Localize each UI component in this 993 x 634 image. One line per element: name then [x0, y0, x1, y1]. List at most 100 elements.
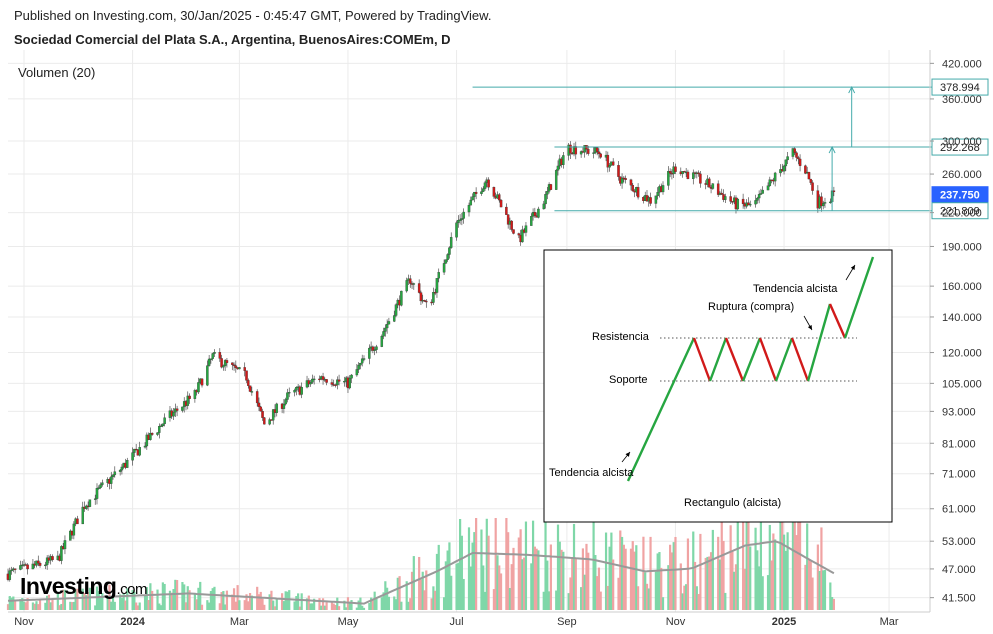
- x-tick-label: Nov: [14, 616, 34, 628]
- candle-body: [172, 411, 175, 417]
- candle-body: [412, 283, 416, 285]
- candle-body: [261, 411, 264, 418]
- volume-bar: [412, 556, 415, 610]
- y-tick-label: 190.000: [942, 241, 982, 253]
- candle-body: [207, 358, 211, 366]
- candle-body: [250, 391, 254, 393]
- volume-bar: [72, 601, 75, 610]
- target-arrow-head: [848, 85, 856, 94]
- volume-bar: [343, 600, 346, 610]
- candle-body: [375, 346, 378, 350]
- candle-body: [592, 152, 595, 154]
- volume-bar: [400, 601, 403, 610]
- volume-bar: [211, 588, 214, 610]
- volume-bar: [459, 518, 462, 610]
- volume-bar: [581, 548, 585, 610]
- inset-label-trend-top: Tendencia alcista: [753, 283, 838, 295]
- volume-bar: [823, 570, 827, 610]
- candle-body: [437, 272, 440, 279]
- volume-bar: [585, 543, 588, 610]
- volume-bar: [645, 583, 649, 610]
- volume-bar: [74, 589, 77, 610]
- volume-bar: [537, 550, 540, 610]
- volume-bar: [396, 577, 399, 610]
- volume-bar: [361, 605, 364, 610]
- candle-body: [63, 540, 67, 550]
- y-tick-label: 220.000: [942, 208, 982, 220]
- volume-bar: [206, 600, 209, 610]
- volume-bar: [261, 598, 264, 610]
- x-tick-label: Mar: [230, 616, 249, 628]
- candle-body: [759, 193, 763, 195]
- candle-body: [31, 563, 35, 570]
- volume-bar: [768, 524, 771, 610]
- candle-body: [138, 447, 141, 456]
- volume-bar: [471, 542, 474, 610]
- price-label: 378.994: [940, 82, 980, 94]
- candle-body: [159, 425, 163, 428]
- volume-bar: [594, 555, 597, 610]
- candle-body: [449, 237, 453, 248]
- candle-body: [223, 360, 227, 366]
- volume-bar: [425, 570, 428, 610]
- candle-body: [832, 190, 836, 193]
- candle-body: [419, 292, 423, 302]
- volume-label: Volumen (20): [18, 65, 96, 80]
- volume-bar: [658, 552, 661, 610]
- volume-bar: [213, 586, 216, 610]
- volume-bar: [22, 601, 26, 610]
- volume-bar: [549, 544, 552, 610]
- candle-body: [359, 362, 362, 366]
- volume-bar: [183, 584, 186, 610]
- volume-bar: [247, 601, 250, 610]
- candle-body: [286, 392, 289, 400]
- candle-body: [163, 417, 166, 425]
- candle-body: [220, 358, 223, 368]
- volume-bar: [622, 544, 625, 610]
- volume-bar: [446, 550, 449, 610]
- volume-bar: [450, 575, 453, 610]
- volume-bar: [259, 591, 262, 610]
- volume-bar: [560, 549, 563, 610]
- candle-body: [209, 358, 213, 360]
- volume-bar: [818, 570, 821, 610]
- candle-body: [325, 379, 328, 383]
- volume-bar: [19, 599, 22, 610]
- volume-bar: [809, 561, 812, 610]
- x-tick-label: 2025: [772, 616, 796, 628]
- volume-bar: [168, 590, 172, 610]
- candle-body: [579, 151, 583, 155]
- volume-bar: [245, 594, 248, 610]
- volume-bar: [320, 605, 323, 610]
- volume-bar: [547, 591, 551, 610]
- volume-bar: [220, 592, 223, 610]
- volume-bar: [94, 605, 97, 610]
- candle-body: [617, 165, 620, 177]
- candle-body: [469, 199, 473, 206]
- candle-body: [481, 188, 485, 192]
- volume-bar: [469, 566, 472, 610]
- volume-bar: [268, 594, 271, 610]
- volume-bar: [606, 585, 609, 610]
- candle-body: [343, 380, 346, 383]
- candle-body: [76, 518, 79, 525]
- candle-body: [597, 151, 601, 154]
- volume-bar: [398, 576, 401, 610]
- volume-bar: [337, 606, 341, 610]
- candle-body: [517, 233, 521, 236]
- price-label-box: [931, 78, 989, 96]
- volume-bar: [200, 604, 204, 610]
- candle-body: [457, 219, 460, 223]
- trend-top-arrow-head: [850, 265, 855, 270]
- volume-bar: [795, 535, 798, 610]
- volume-bar: [448, 542, 451, 610]
- candle-body: [455, 222, 458, 238]
- candle-body: [282, 403, 286, 409]
- candle-body: [400, 290, 403, 306]
- candle-body: [608, 164, 611, 168]
- candle-body: [111, 474, 115, 477]
- volume-bar: [138, 602, 141, 610]
- volume-bar: [708, 556, 711, 610]
- candle-body: [425, 300, 428, 303]
- volume-bar: [159, 605, 163, 610]
